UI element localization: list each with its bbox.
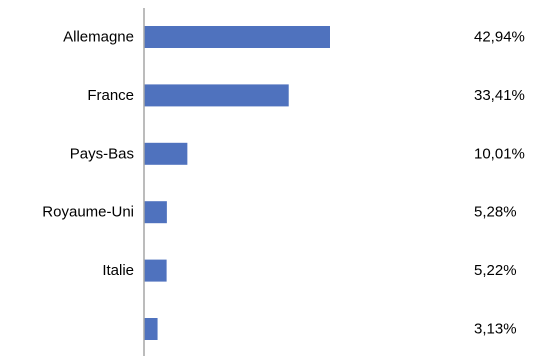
- labels-layer: Allemagne 42,94% France 33,41% Pays-Bas 10,01…: [42, 29, 525, 338]
- category-label: Italie: [102, 262, 134, 279]
- value-label: 5,28%: [474, 204, 517, 221]
- value-label: 5,22%: [474, 262, 517, 279]
- bars-layer: [144, 26, 330, 340]
- value-label: 10,01%: [474, 145, 525, 162]
- category-label: Pays-Bas: [70, 145, 134, 162]
- category-label: Royaume-Uni: [42, 204, 134, 221]
- value-label: 3,13%: [474, 321, 517, 338]
- bar-royaume-uni: [144, 201, 167, 224]
- bar-italie: [144, 259, 167, 282]
- category-label: France: [87, 87, 134, 104]
- value-label: 33,41%: [474, 87, 525, 104]
- bar-france: [144, 84, 289, 107]
- value-label: 42,94%: [474, 29, 525, 46]
- category-label: Allemagne: [63, 29, 134, 46]
- bar-pays-bas: [144, 142, 188, 165]
- bar-unlabeled: [144, 318, 158, 340]
- bar-allemagne: [144, 26, 330, 48]
